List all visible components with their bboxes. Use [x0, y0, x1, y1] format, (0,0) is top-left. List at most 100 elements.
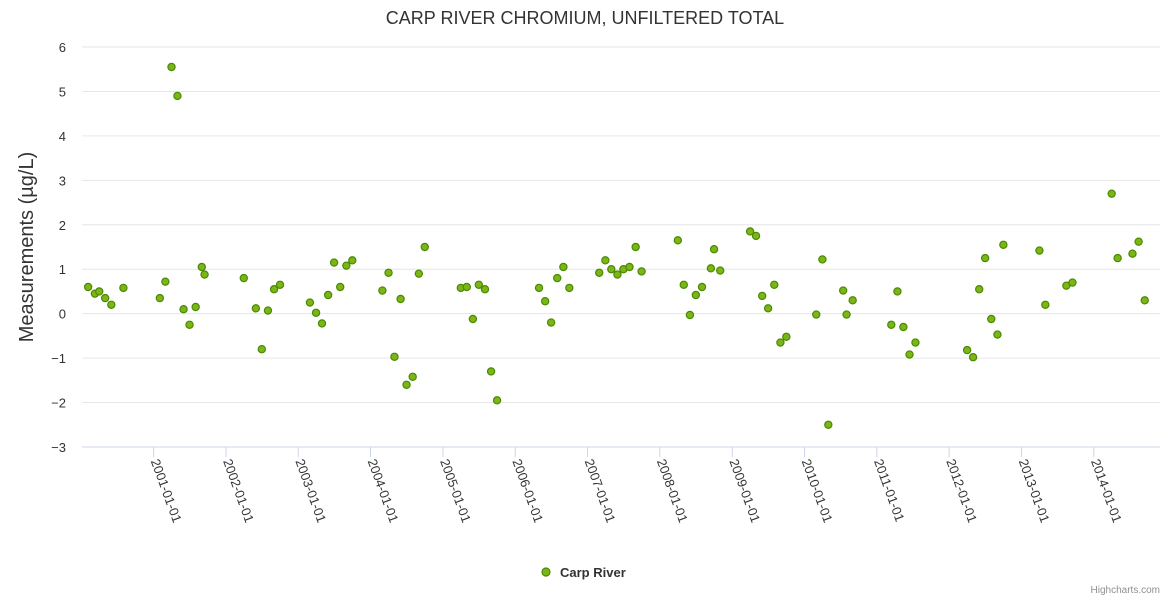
- data-point[interactable]: [776, 338, 785, 347]
- data-point[interactable]: [311, 308, 321, 317]
- data-point[interactable]: [402, 380, 411, 389]
- data-point[interactable]: [905, 350, 914, 359]
- data-point[interactable]: [812, 310, 821, 319]
- data-point[interactable]: [390, 352, 399, 361]
- data-point[interactable]: [462, 282, 471, 292]
- data-point[interactable]: [757, 291, 767, 301]
- credits[interactable]: Highcharts.com: [1091, 585, 1160, 596]
- data-point[interactable]: [1113, 253, 1122, 263]
- data-point[interactable]: [679, 280, 688, 289]
- data-point[interactable]: [899, 322, 908, 332]
- data-point[interactable]: [770, 280, 779, 289]
- data-point[interactable]: [887, 320, 896, 329]
- legend-label[interactable]: Carp River: [560, 565, 626, 580]
- data-point[interactable]: [534, 283, 544, 293]
- data-point[interactable]: [83, 282, 93, 292]
- data-point[interactable]: [565, 283, 574, 293]
- data-point[interactable]: [378, 286, 387, 295]
- data-point[interactable]: [384, 268, 393, 277]
- data-point[interactable]: [1041, 300, 1050, 309]
- data-point[interactable]: [323, 290, 333, 300]
- data-point[interactable]: [420, 242, 429, 252]
- data-point[interactable]: [200, 270, 209, 279]
- data-point[interactable]: [706, 264, 716, 273]
- data-point[interactable]: [685, 310, 695, 320]
- data-point[interactable]: [173, 91, 182, 101]
- data-point[interactable]: [763, 304, 773, 313]
- data-point[interactable]: [631, 242, 640, 252]
- data-point[interactable]: [251, 304, 261, 313]
- data-point[interactable]: [239, 273, 248, 283]
- data-point[interactable]: [468, 314, 478, 324]
- data-point[interactable]: [336, 282, 345, 292]
- data-point[interactable]: [987, 314, 996, 324]
- data-point[interactable]: [107, 300, 116, 309]
- data-point[interactable]: [269, 285, 279, 294]
- data-point[interactable]: [842, 310, 851, 319]
- data-point[interactable]: [1134, 237, 1143, 246]
- data-point[interactable]: [553, 273, 562, 283]
- y-tick-label: −1: [51, 351, 66, 366]
- data-point[interactable]: [559, 262, 568, 272]
- data-point[interactable]: [595, 268, 604, 277]
- data-point[interactable]: [848, 296, 857, 305]
- data-point[interactable]: [993, 330, 1002, 339]
- data-point[interactable]: [161, 277, 170, 286]
- data-point[interactable]: [197, 262, 206, 272]
- data-point[interactable]: [179, 305, 188, 314]
- data-point[interactable]: [342, 261, 351, 270]
- data-point[interactable]: [185, 320, 194, 329]
- data-point[interactable]: [167, 62, 176, 72]
- data-point[interactable]: [962, 345, 972, 355]
- data-point[interactable]: [95, 287, 104, 296]
- data-point[interactable]: [709, 245, 719, 254]
- data-point[interactable]: [697, 282, 707, 292]
- data-point[interactable]: [613, 270, 622, 279]
- data-point[interactable]: [968, 353, 978, 362]
- data-point[interactable]: [751, 231, 761, 241]
- data-point[interactable]: [601, 256, 610, 265]
- data-point[interactable]: [637, 267, 646, 276]
- data-point[interactable]: [275, 280, 285, 289]
- data-point[interactable]: [257, 345, 266, 354]
- data-point[interactable]: [1128, 249, 1137, 258]
- data-point[interactable]: [745, 227, 755, 236]
- data-point[interactable]: [492, 396, 502, 405]
- data-point[interactable]: [838, 286, 848, 295]
- data-point[interactable]: [474, 280, 484, 289]
- data-point[interactable]: [540, 297, 550, 306]
- data-point[interactable]: [824, 420, 833, 429]
- data-point[interactable]: [893, 287, 902, 296]
- data-point[interactable]: [716, 266, 725, 275]
- data-point[interactable]: [1035, 246, 1044, 255]
- data-point[interactable]: [408, 372, 417, 381]
- data-point[interactable]: [305, 298, 315, 307]
- data-point[interactable]: [1140, 296, 1149, 305]
- data-point[interactable]: [480, 285, 490, 294]
- data-point[interactable]: [673, 236, 683, 245]
- data-point[interactable]: [348, 256, 357, 265]
- data-point[interactable]: [486, 367, 496, 376]
- data-point[interactable]: [396, 294, 405, 304]
- data-point[interactable]: [317, 319, 327, 328]
- data-point[interactable]: [625, 262, 634, 272]
- data-point[interactable]: [975, 285, 984, 294]
- data-point[interactable]: [980, 253, 990, 263]
- data-point[interactable]: [100, 293, 110, 303]
- data-point[interactable]: [191, 302, 200, 312]
- data-point[interactable]: [546, 318, 556, 327]
- data-point[interactable]: [263, 306, 273, 315]
- data-point[interactable]: [155, 293, 165, 303]
- data-point[interactable]: [818, 255, 827, 264]
- data-point[interactable]: [691, 290, 701, 300]
- data-point[interactable]: [1068, 278, 1077, 287]
- legend[interactable]: Carp River: [541, 565, 626, 580]
- data-point[interactable]: [782, 332, 791, 341]
- data-point[interactable]: [119, 283, 128, 293]
- data-point[interactable]: [414, 269, 424, 278]
- data-point[interactable]: [999, 240, 1008, 249]
- data-point[interactable]: [607, 265, 616, 274]
- data-point[interactable]: [329, 258, 339, 267]
- data-point[interactable]: [911, 338, 920, 347]
- data-point[interactable]: [1107, 189, 1116, 198]
